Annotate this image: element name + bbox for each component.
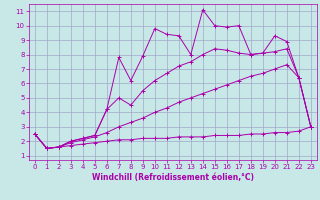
X-axis label: Windchill (Refroidissement éolien,°C): Windchill (Refroidissement éolien,°C) <box>92 173 254 182</box>
